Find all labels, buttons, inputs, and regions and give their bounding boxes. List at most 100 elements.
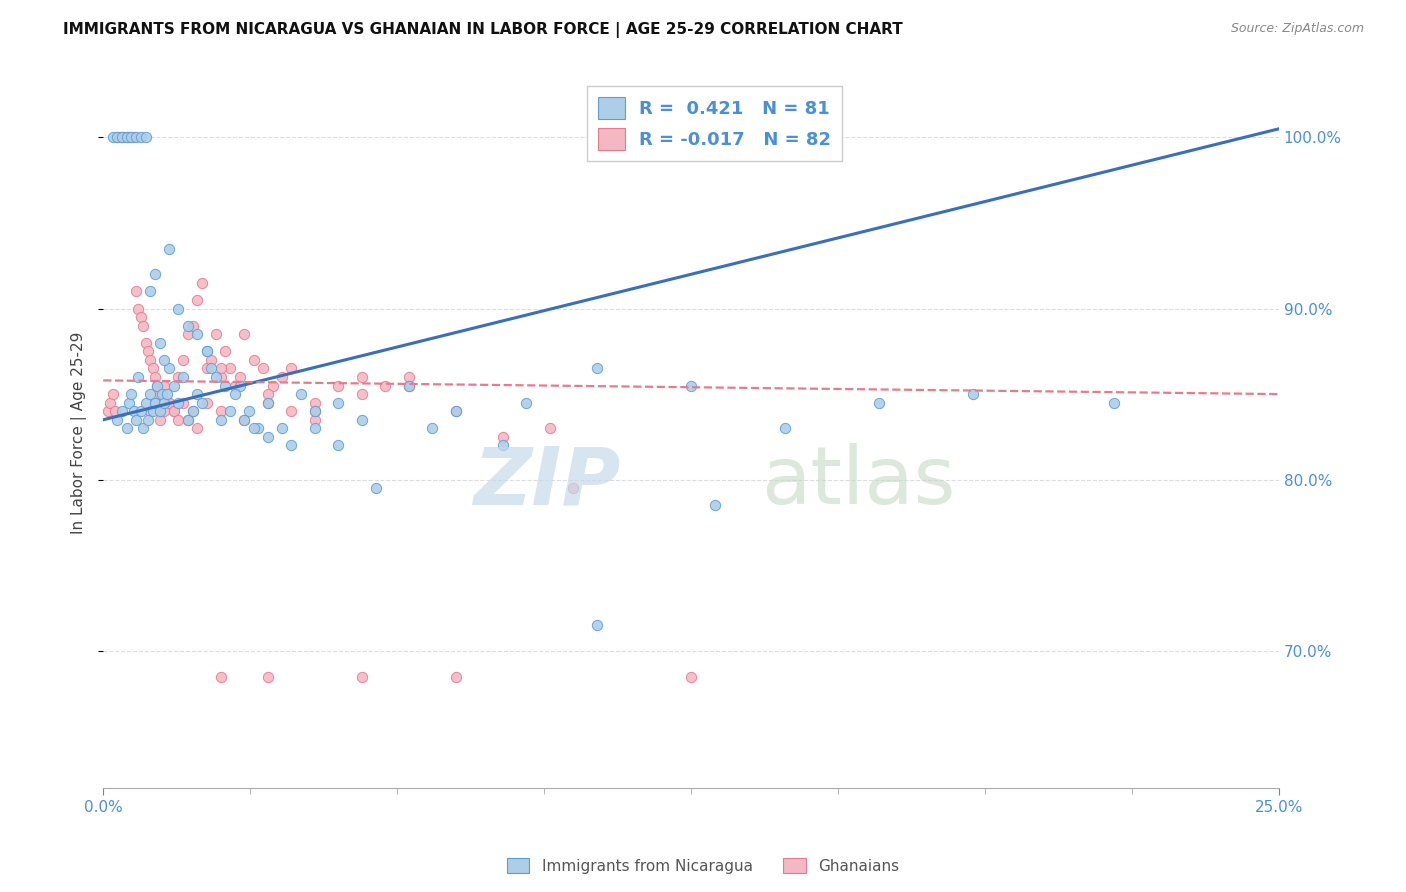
Point bbox=[515, 395, 537, 409]
Point bbox=[157, 395, 180, 409]
Point bbox=[115, 130, 138, 145]
Point bbox=[195, 361, 218, 376]
Point bbox=[703, 499, 725, 513]
Point bbox=[209, 370, 232, 384]
Point bbox=[142, 404, 165, 418]
Point bbox=[153, 404, 176, 418]
Point bbox=[290, 387, 312, 401]
Point bbox=[304, 421, 326, 435]
Point bbox=[256, 669, 278, 683]
Point bbox=[219, 361, 242, 376]
Text: atlas: atlas bbox=[762, 443, 956, 521]
Point bbox=[398, 378, 420, 392]
Point bbox=[136, 344, 159, 359]
Point bbox=[304, 395, 326, 409]
Point bbox=[120, 387, 142, 401]
Point bbox=[142, 361, 165, 376]
Point bbox=[146, 378, 169, 392]
Point bbox=[219, 404, 242, 418]
Point bbox=[135, 130, 157, 145]
Point bbox=[163, 404, 186, 418]
Point bbox=[538, 421, 561, 435]
Point bbox=[586, 361, 609, 376]
Point bbox=[280, 404, 302, 418]
Point bbox=[132, 318, 155, 333]
Point bbox=[191, 395, 214, 409]
Point bbox=[111, 404, 134, 418]
Point bbox=[209, 404, 232, 418]
Point bbox=[233, 327, 256, 342]
Point bbox=[112, 130, 135, 145]
Point bbox=[129, 404, 152, 418]
Point bbox=[163, 404, 186, 418]
Point bbox=[125, 413, 148, 427]
Point bbox=[111, 130, 134, 145]
Point bbox=[172, 370, 194, 384]
Point bbox=[209, 669, 232, 683]
Point bbox=[256, 430, 278, 444]
Point bbox=[127, 370, 149, 384]
Point bbox=[304, 413, 326, 427]
Point bbox=[868, 395, 890, 409]
Point bbox=[105, 130, 128, 145]
Point bbox=[1104, 395, 1126, 409]
Point bbox=[562, 481, 585, 495]
Point bbox=[139, 404, 162, 418]
Point bbox=[129, 130, 152, 145]
Point bbox=[149, 335, 172, 350]
Point bbox=[104, 404, 127, 418]
Point bbox=[252, 361, 274, 376]
Point bbox=[398, 378, 420, 392]
Point bbox=[149, 387, 172, 401]
Point bbox=[195, 395, 218, 409]
Point bbox=[398, 370, 420, 384]
Point bbox=[101, 130, 124, 145]
Point bbox=[209, 361, 232, 376]
Point bbox=[177, 413, 200, 427]
Point bbox=[156, 387, 179, 401]
Point bbox=[214, 378, 236, 392]
Point bbox=[177, 413, 200, 427]
Point bbox=[328, 395, 350, 409]
Point bbox=[129, 310, 152, 324]
Point bbox=[115, 421, 138, 435]
Point bbox=[149, 404, 172, 418]
Point bbox=[205, 327, 228, 342]
Legend: Immigrants from Nicaragua, Ghanaians: Immigrants from Nicaragua, Ghanaians bbox=[501, 852, 905, 880]
Text: Source: ZipAtlas.com: Source: ZipAtlas.com bbox=[1230, 22, 1364, 36]
Point bbox=[181, 404, 204, 418]
Point bbox=[256, 387, 278, 401]
Point bbox=[98, 395, 121, 409]
Point bbox=[135, 395, 157, 409]
Point bbox=[127, 301, 149, 316]
Point bbox=[238, 404, 260, 418]
Point bbox=[328, 378, 350, 392]
Point bbox=[181, 404, 204, 418]
Text: IMMIGRANTS FROM NICARAGUA VS GHANAIAN IN LABOR FORCE | AGE 25-29 CORRELATION CHA: IMMIGRANTS FROM NICARAGUA VS GHANAIAN IN… bbox=[63, 22, 903, 38]
Point bbox=[177, 318, 200, 333]
Point bbox=[374, 378, 396, 392]
Point bbox=[205, 370, 228, 384]
Point bbox=[214, 344, 236, 359]
Point bbox=[444, 669, 467, 683]
Point bbox=[233, 413, 256, 427]
Point bbox=[271, 370, 294, 384]
Point bbox=[118, 130, 141, 145]
Point bbox=[149, 413, 172, 427]
Point bbox=[139, 352, 162, 367]
Point bbox=[143, 395, 166, 409]
Y-axis label: In Labor Force | Age 25-29: In Labor Force | Age 25-29 bbox=[72, 332, 87, 533]
Point bbox=[186, 327, 208, 342]
Point bbox=[422, 421, 444, 435]
Point bbox=[122, 404, 145, 418]
Point bbox=[177, 327, 200, 342]
Point bbox=[242, 352, 264, 367]
Point bbox=[586, 618, 609, 632]
Point bbox=[157, 395, 180, 409]
Point bbox=[195, 344, 218, 359]
Point bbox=[444, 404, 467, 418]
Point bbox=[773, 421, 796, 435]
Point bbox=[271, 421, 294, 435]
Point bbox=[280, 438, 302, 452]
Point bbox=[153, 395, 176, 409]
